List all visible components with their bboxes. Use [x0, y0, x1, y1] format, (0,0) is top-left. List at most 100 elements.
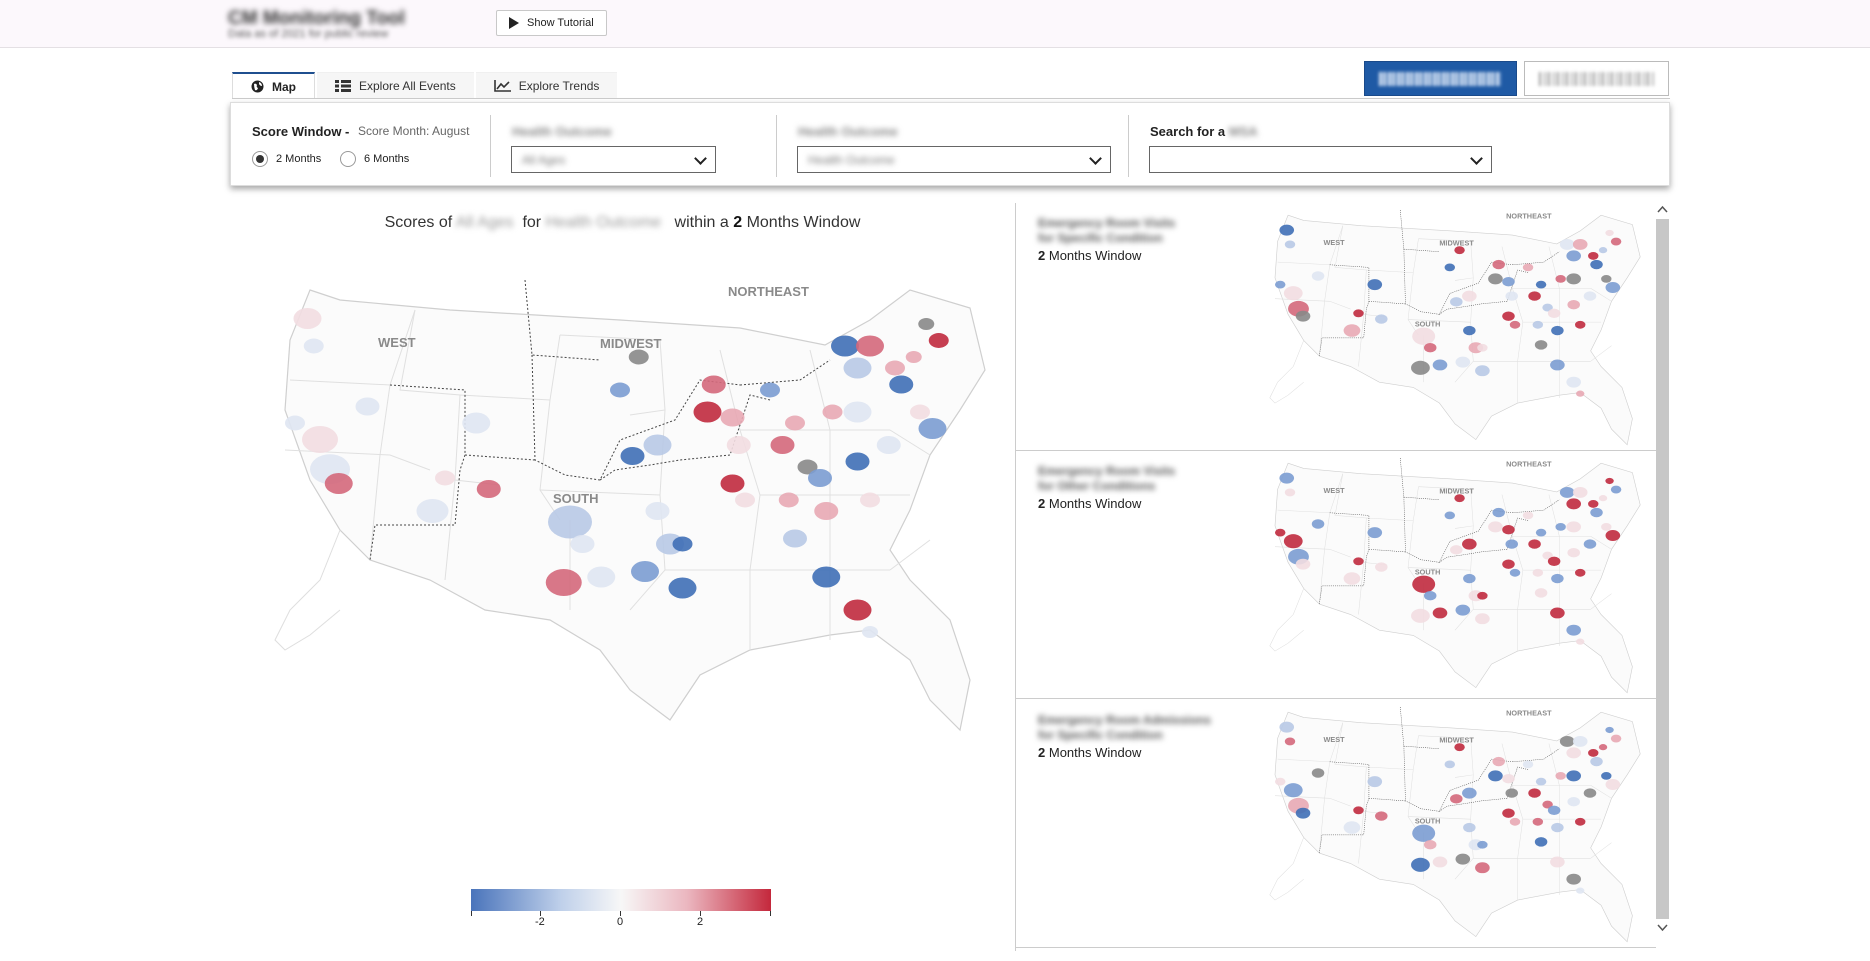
metro-area[interactable] [1555, 522, 1566, 531]
metro-area[interactable] [355, 397, 380, 416]
metro-area[interactable] [1522, 511, 1534, 520]
metro-area[interactable] [672, 536, 693, 552]
metro-area[interactable] [1547, 805, 1561, 815]
metro-area[interactable] [1566, 498, 1581, 510]
tab-explore-all-events[interactable]: Explore All Events [317, 72, 474, 99]
metro-area[interactable] [845, 452, 870, 471]
metro-area[interactable] [1509, 817, 1521, 826]
metro-area[interactable] [1492, 507, 1505, 518]
metro-area[interactable] [843, 599, 872, 621]
filter1-select[interactable]: All Ages [511, 146, 716, 173]
metro-area[interactable] [285, 415, 305, 431]
radio-6-months[interactable]: 6 Months [340, 151, 409, 167]
metro-area[interactable] [1555, 771, 1566, 780]
update-selection-button[interactable] [1364, 61, 1517, 96]
metro-area[interactable] [770, 436, 795, 454]
filter2-select[interactable]: Health Outcome [797, 146, 1111, 173]
show-tutorial-button[interactable]: Show Tutorial [496, 10, 607, 36]
metro-area[interactable] [1284, 737, 1296, 746]
metro-area[interactable] [1367, 776, 1383, 788]
search-select[interactable] [1149, 146, 1492, 173]
metro-area[interactable] [1534, 340, 1548, 350]
metro-area[interactable] [1502, 311, 1515, 321]
metro-area[interactable] [1610, 734, 1622, 743]
metro-area[interactable] [1454, 743, 1465, 752]
metro-area[interactable] [302, 426, 338, 453]
metro-area[interactable] [1295, 310, 1311, 322]
metro-area[interactable] [1492, 259, 1505, 270]
metro-area[interactable] [1353, 806, 1364, 815]
metro-area[interactable] [1532, 320, 1544, 329]
metro-area[interactable] [1535, 777, 1547, 786]
metro-area[interactable] [1534, 588, 1548, 598]
metro-area[interactable] [303, 338, 324, 354]
metro-area[interactable] [1505, 788, 1518, 798]
tab-explore-trends[interactable]: Explore Trends [475, 72, 618, 99]
metro-area[interactable] [668, 577, 697, 599]
metro-area[interactable] [1455, 604, 1471, 616]
metro-area[interactable] [1411, 608, 1430, 623]
metro-area[interactable] [1475, 613, 1490, 625]
metro-area[interactable] [1567, 548, 1580, 558]
metro-area[interactable] [1311, 768, 1325, 778]
metro-area[interactable] [1295, 807, 1311, 819]
metro-area[interactable] [905, 351, 922, 363]
metro-area[interactable] [1343, 572, 1361, 585]
metro-area[interactable] [1502, 277, 1515, 287]
metro-area[interactable] [1505, 539, 1518, 549]
metro-area[interactable] [1542, 303, 1553, 312]
metro-area[interactable] [1590, 507, 1603, 518]
metro-area[interactable] [587, 566, 616, 588]
metro-area[interactable] [778, 492, 799, 508]
metro-area[interactable] [548, 505, 592, 539]
tab-map[interactable]: Map [232, 72, 315, 99]
metro-area[interactable] [1583, 788, 1597, 798]
metro-area[interactable] [1588, 252, 1599, 260]
metro-area[interactable] [1311, 271, 1325, 281]
metro-area[interactable] [476, 480, 501, 498]
metro-area[interactable] [1412, 575, 1436, 593]
metro-area[interactable] [785, 415, 805, 431]
metro-area[interactable] [1590, 756, 1603, 767]
metro-area[interactable] [1463, 573, 1476, 584]
metro-area[interactable] [1547, 556, 1561, 566]
metro-area[interactable] [1462, 787, 1477, 799]
metro-area[interactable] [1353, 309, 1364, 318]
small-us-map[interactable]: WEST MIDWEST NORTHEAST SOUTH [1265, 458, 1645, 698]
metro-area[interactable] [1605, 726, 1614, 734]
metro-area[interactable] [1283, 783, 1303, 798]
metro-area[interactable] [1522, 760, 1534, 769]
metro-area[interactable] [1598, 495, 1608, 502]
metro-area[interactable] [1555, 274, 1566, 283]
metro-area[interactable] [1275, 280, 1286, 289]
metro-area[interactable] [1567, 797, 1580, 807]
us-choropleth-map[interactable]: WEST MIDWEST NORTHEAST SOUTH [270, 280, 990, 740]
metro-area[interactable] [1502, 525, 1515, 535]
metro-area[interactable] [726, 436, 751, 454]
metro-area[interactable] [1550, 607, 1565, 619]
metro-area[interactable] [1575, 320, 1586, 329]
small-map-card[interactable]: Emergency Room Visits for Specific Condit… [1016, 203, 1656, 451]
radio-2-months-circle[interactable] [252, 151, 268, 167]
metro-area[interactable] [1550, 856, 1565, 868]
metro-area[interactable] [843, 357, 872, 379]
metro-area[interactable] [1590, 259, 1603, 270]
metro-area[interactable] [1432, 359, 1448, 371]
radio-6-months-circle[interactable] [340, 151, 356, 167]
metro-area[interactable] [1605, 779, 1621, 790]
metro-area[interactable] [1432, 607, 1448, 619]
metro-area[interactable] [416, 499, 449, 523]
metro-area[interactable] [693, 401, 722, 423]
metro-area[interactable] [1454, 494, 1465, 503]
metro-area[interactable] [1528, 788, 1541, 798]
metro-area[interactable] [1423, 591, 1437, 601]
metro-area[interactable] [1455, 356, 1471, 368]
metro-area[interactable] [1566, 747, 1581, 759]
metro-area[interactable] [1477, 840, 1488, 849]
metro-area[interactable] [1375, 811, 1388, 821]
metro-area[interactable] [631, 561, 659, 582]
metro-area[interactable] [1343, 821, 1361, 834]
metro-area[interactable] [822, 404, 843, 420]
small-us-map[interactable]: WEST MIDWEST NORTHEAST SOUTH [1265, 210, 1645, 450]
metro-area[interactable] [570, 535, 595, 553]
